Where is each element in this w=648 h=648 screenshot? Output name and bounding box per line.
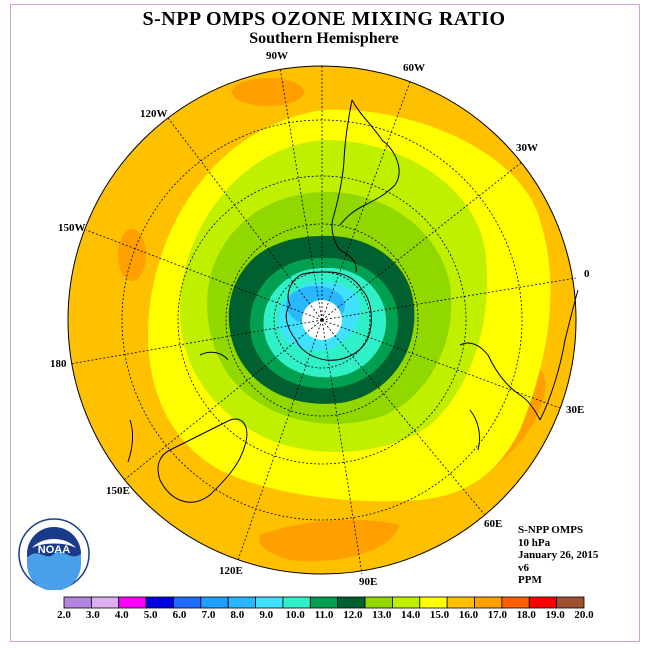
colorbar-swatch (309, 596, 339, 609)
colorbar-tick-label: 6.0 (172, 609, 187, 621)
lon-label-120w: 120W (140, 108, 168, 120)
info-instrument: S-NPP OMPS (518, 524, 584, 536)
colorbar-swatch (501, 596, 530, 609)
lon-label-150e: 150E (106, 485, 130, 497)
colorbar-swatch (282, 596, 311, 609)
map-subtitle: Southern Hemisphere (249, 30, 399, 47)
colorbar-swatch (419, 596, 448, 609)
colorbar-swatch (200, 596, 229, 609)
colorbar-tick-label: 13.0 (372, 609, 392, 621)
coast-antarctica (285, 271, 372, 361)
info-date: January 26, 2015 (518, 549, 599, 561)
lon-label-30e: 30E (566, 404, 585, 416)
lon-label-120e: 120E (219, 565, 243, 577)
coast-islands (199, 351, 229, 361)
info-units: PPM (518, 574, 542, 586)
graticule (69, 66, 577, 575)
colorbar-tick-label: 7.0 (201, 609, 216, 621)
coast-south-america-east (339, 99, 400, 226)
colorbar (63, 596, 585, 609)
coast-australia (157, 418, 248, 503)
noaa-logo: NOAA (18, 518, 90, 590)
south-pole-dot (320, 318, 324, 322)
colorbar-tick-label: 9.0 (259, 609, 274, 621)
latitude-circle-60s (177, 175, 467, 465)
colorbar-tick-label: 5.0 (143, 609, 158, 621)
meridian-30w (321, 161, 523, 321)
ozone-contours (68, 66, 576, 574)
colorbar-swatch (392, 596, 421, 609)
colorbar-tick-label: 18.0 (516, 609, 536, 621)
coast-madagascar (469, 409, 481, 451)
colorbar-tick-label: 2.0 (57, 609, 71, 621)
colorbar-tick-label: 17.0 (487, 609, 507, 621)
coast-south-america-west (331, 99, 353, 251)
colorbar-tick-label: 12.0 (343, 609, 363, 621)
colorbar-tick-label: 4.0 (114, 609, 129, 621)
figure-frame (10, 4, 640, 642)
lon-label-90w: 90W (266, 50, 288, 62)
colorbar-swatch (63, 596, 92, 609)
colorbar-tick-label: 10.0 (285, 609, 305, 621)
map-title: S-NPP OMPS OZONE MIXING RATIO (142, 8, 506, 30)
colorbar-swatch (118, 596, 147, 609)
latitude-circle-50s (121, 119, 523, 521)
colorbar-swatch (446, 596, 475, 609)
meridian-90w (279, 67, 323, 321)
colorbar-tick-label: 16.0 (458, 609, 479, 621)
meridian-0e (321, 277, 577, 321)
colorbar-swatch (145, 596, 174, 609)
coast-africa-east (539, 289, 579, 421)
lon-label-30w: 30W (516, 142, 538, 154)
meridian-150e (123, 319, 323, 481)
colorbar-tick-label: 15.0 (429, 609, 450, 621)
meridian-180 (69, 319, 323, 365)
lon-label-150w: 150W (58, 222, 86, 234)
map-boundary (67, 65, 577, 575)
info-version: v6 (518, 561, 529, 574)
meridian-90e (321, 319, 363, 575)
coast-new-zealand (127, 419, 134, 463)
lon-label-60w: 60W (403, 62, 425, 74)
coast-africa-south (459, 342, 541, 421)
logo-wave (27, 551, 81, 590)
coast-peninsula (339, 249, 357, 273)
lon-label-90e: 90E (359, 576, 378, 588)
coastlines (127, 99, 579, 503)
lon-label-0: 0 (584, 268, 590, 280)
colorbar-swatch (90, 596, 120, 609)
colorbar-swatch (337, 596, 366, 609)
logo-text: NOAA (38, 544, 70, 556)
logo-bird (32, 539, 76, 548)
lon-label-60e: 60E (484, 518, 503, 530)
colorbar-swatch (556, 596, 585, 609)
colorbar-tick-label: 14.0 (401, 609, 421, 621)
colorbar-tick-label: 11.0 (314, 609, 334, 621)
band-dark-orange-patch-2 (118, 229, 146, 281)
colorbar-swatch (364, 596, 393, 609)
colorbar-tick-label: 3.0 (86, 609, 100, 621)
product-info: S-NPP OMPS 10 hPa January 26, 2015 v6 PP… (518, 524, 598, 587)
info-level: 10 hPa (518, 536, 551, 549)
colorbar-tick-label: 19.0 (545, 609, 565, 621)
colorbar-swatch (474, 596, 503, 609)
colorbar-swatch (528, 596, 558, 609)
lon-label-180: 180 (50, 358, 67, 370)
colorbar-tick-label: 20.0 (574, 609, 594, 621)
band-dark-orange-patch-4 (259, 519, 400, 562)
colorbar-swatch (255, 596, 284, 609)
latitude-circle-70s (225, 223, 419, 417)
band-dark-orange-patch-1 (232, 78, 304, 106)
colorbar-swatch (173, 596, 202, 609)
colorbar-swatch (227, 596, 256, 609)
colorbar-tick-label: 8.0 (230, 609, 245, 621)
